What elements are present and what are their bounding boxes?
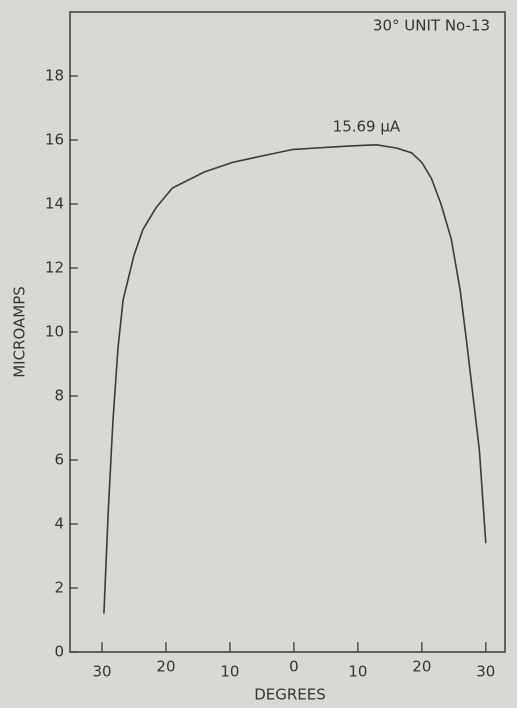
peak-annotation: 15.69 μA xyxy=(333,117,401,135)
x-tick-label: 30 xyxy=(476,663,495,681)
y-tick-label: 10 xyxy=(45,323,64,341)
y-tick-label: 18 xyxy=(45,67,64,85)
x-axis-label: DEGREES xyxy=(254,686,326,704)
y-tick-label: 14 xyxy=(45,195,64,213)
y-tick-label: 8 xyxy=(54,387,64,405)
y-tick-label: 16 xyxy=(45,131,64,149)
unit-label: 30° UNIT No-13 xyxy=(373,17,490,35)
y-tick-label: 2 xyxy=(54,579,64,597)
y-tick-label: 0 xyxy=(54,643,64,661)
x-tick-label: 20 xyxy=(156,658,175,676)
x-tick-label: 10 xyxy=(220,663,239,681)
x-tick-label: 20 xyxy=(412,658,431,676)
curve xyxy=(103,144,487,614)
y-tick-label: 12 xyxy=(45,259,64,277)
x-tick-label: 10 xyxy=(348,663,367,681)
y-tick-label: 4 xyxy=(54,515,64,533)
y-tick-label: 6 xyxy=(54,451,64,469)
x-tick-label: 0 xyxy=(289,658,299,676)
x-tick-label: 30 xyxy=(92,663,111,681)
y-axis-label: MICROAMPS xyxy=(11,286,29,378)
